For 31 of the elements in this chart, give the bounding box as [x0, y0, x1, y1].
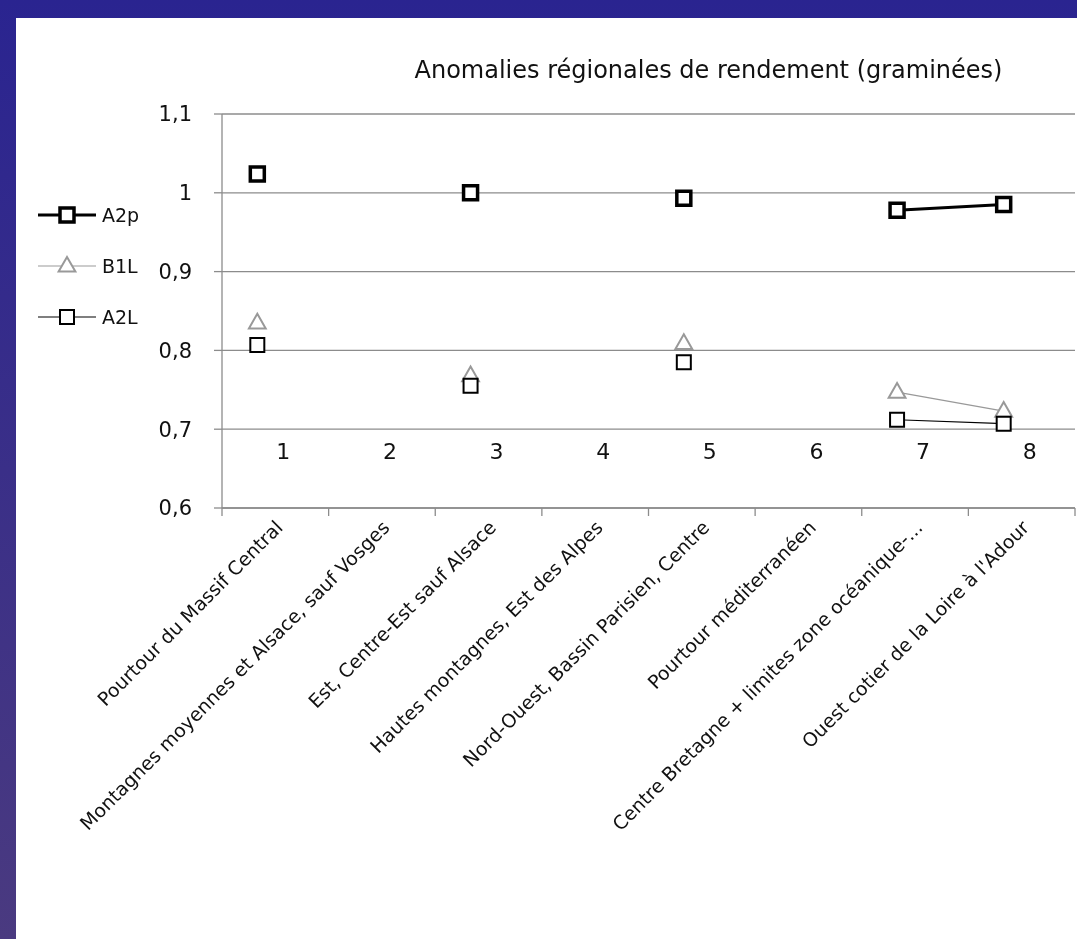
annotation: 4	[596, 438, 611, 464]
point	[675, 189, 693, 208]
annotation: 1	[276, 438, 291, 464]
annotation: 8	[1022, 438, 1037, 464]
y-tick-label: 0,7	[158, 417, 192, 442]
y-tick-label: 1	[178, 181, 192, 206]
point	[674, 333, 694, 350]
point	[994, 195, 1013, 214]
y-tick-label: 0,9	[158, 259, 192, 284]
chart-title: Anomalies régionales de rendement (graminées)	[414, 56, 1003, 84]
y-tick-label: 0,8	[158, 338, 192, 363]
point	[888, 201, 906, 219]
y-tick-label: 1,1	[158, 102, 192, 127]
point	[887, 382, 907, 399]
annotation: 2	[382, 438, 397, 464]
annotation: 5	[702, 438, 717, 464]
annotation: 6	[809, 438, 824, 464]
point	[995, 415, 1012, 432]
point	[675, 354, 692, 371]
y-tick-label: 0,6	[158, 496, 192, 521]
point	[462, 377, 479, 394]
annotation: 7	[916, 438, 931, 464]
annotation: 3	[489, 438, 504, 464]
point	[461, 184, 480, 202]
legend-label: B1L	[102, 254, 139, 277]
point	[249, 336, 266, 353]
point	[248, 165, 267, 183]
legend-label: A2L	[102, 305, 139, 328]
legend-label: A2p	[102, 203, 140, 226]
point	[889, 411, 906, 428]
point	[247, 312, 267, 330]
